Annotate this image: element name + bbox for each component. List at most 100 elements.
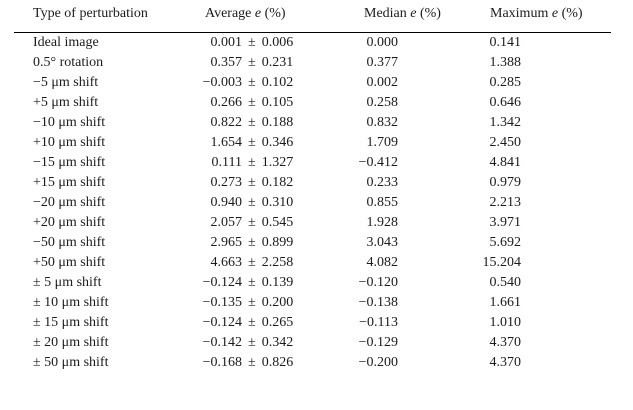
cell-perturbation-type: ± 15 μm shift bbox=[14, 313, 186, 333]
average-value: −0.168 bbox=[202, 355, 242, 370]
cell-maximum: 1.342 bbox=[469, 113, 611, 133]
cell-perturbation-type: ± 5 μm shift bbox=[14, 273, 186, 293]
cell-average: 0.266 ±0.105 bbox=[186, 93, 344, 113]
cell-median: 0.855 bbox=[344, 193, 469, 213]
cell-average: 0.357 ±0.231 bbox=[186, 53, 344, 73]
cell-perturbation-type: −50 μm shift bbox=[14, 233, 186, 253]
median-value: −0.113 bbox=[359, 315, 398, 330]
std-value: 0.342 bbox=[261, 335, 294, 350]
cell-median: −0.113 bbox=[344, 313, 469, 333]
median-value: −0.412 bbox=[358, 155, 398, 170]
average-value: −0.124 bbox=[202, 275, 242, 290]
cell-median: 0.258 bbox=[344, 93, 469, 113]
std-value: 0.182 bbox=[261, 175, 294, 190]
plus-minus-symbol: ± bbox=[248, 315, 256, 330]
average-value: 0.001 bbox=[210, 35, 243, 50]
table-row: ± 50 μm shift −0.168 ±0.826 −0.200 4.370 bbox=[14, 353, 611, 373]
perturbation-type-label: ± 5 μm shift bbox=[33, 275, 102, 290]
median-value: 0.233 bbox=[366, 175, 399, 190]
plus-minus-symbol: ± bbox=[248, 155, 256, 170]
maximum-value: 3.971 bbox=[489, 215, 522, 230]
median-value: −0.200 bbox=[358, 355, 398, 370]
table-row: −10 μm shift 0.822 ±0.188 0.832 1.342 bbox=[14, 113, 611, 133]
average-value: 4.663 bbox=[210, 255, 243, 270]
cell-maximum: 1.388 bbox=[469, 53, 611, 73]
perturbation-type-label: +20 μm shift bbox=[33, 215, 106, 230]
cell-average: −0.168 ±0.826 bbox=[186, 353, 344, 373]
perturbation-results-table: Type of perturbation Average e (%) Media… bbox=[14, 0, 611, 373]
cell-average: −0.135 ±0.200 bbox=[186, 293, 344, 313]
plus-minus-symbol: ± bbox=[248, 175, 256, 190]
cell-median: −0.200 bbox=[344, 353, 469, 373]
cell-average: 0.940 ±0.310 bbox=[186, 193, 344, 213]
cell-median: −0.138 bbox=[344, 293, 469, 313]
cell-maximum: 1.010 bbox=[469, 313, 611, 333]
std-value: 0.006 bbox=[261, 35, 294, 50]
plus-minus-symbol: ± bbox=[248, 195, 256, 210]
table-row: +20 μm shift 2.057 ±0.545 1.928 3.971 bbox=[14, 213, 611, 233]
cell-median: 0.377 bbox=[344, 53, 469, 73]
col-header-average-unit: (%) bbox=[264, 6, 286, 21]
table-row: ± 5 μm shift −0.124 ±0.139 −0.120 0.540 bbox=[14, 273, 611, 293]
error-symbol: e bbox=[410, 6, 417, 21]
cell-median: 1.928 bbox=[344, 213, 469, 233]
perturbation-type-label: ± 15 μm shift bbox=[33, 315, 109, 330]
cell-perturbation-type: −15 μm shift bbox=[14, 153, 186, 173]
maximum-value: 1.661 bbox=[489, 295, 522, 310]
std-value: 0.265 bbox=[261, 315, 294, 330]
error-symbol: e bbox=[254, 6, 262, 21]
average-value: 2.965 bbox=[210, 235, 243, 250]
cell-median: −0.412 bbox=[344, 153, 469, 173]
table-row: +10 μm shift 1.654 ±0.346 1.709 2.450 bbox=[14, 133, 611, 153]
cell-average: 0.001 ±0.006 bbox=[186, 33, 344, 54]
col-header-maximum: Maximum e (%) bbox=[469, 0, 611, 33]
cell-median: 0.000 bbox=[344, 33, 469, 54]
median-value: 0.377 bbox=[366, 55, 399, 70]
maximum-value: 1.342 bbox=[489, 115, 522, 130]
std-value: 0.310 bbox=[261, 195, 294, 210]
median-value: 0.002 bbox=[366, 75, 399, 90]
col-header-type: Type of perturbation bbox=[14, 0, 186, 33]
perturbation-type-label: Ideal image bbox=[33, 35, 99, 50]
perturbation-type-label: −20 μm shift bbox=[33, 195, 106, 210]
median-value: 4.082 bbox=[366, 255, 399, 270]
maximum-value: 0.141 bbox=[489, 35, 522, 50]
cell-maximum: 2.213 bbox=[469, 193, 611, 213]
maximum-value: 4.841 bbox=[489, 155, 522, 170]
maximum-value: 1.010 bbox=[489, 315, 522, 330]
cell-maximum: 2.450 bbox=[469, 133, 611, 153]
std-value: 0.102 bbox=[261, 75, 294, 90]
plus-minus-symbol: ± bbox=[248, 215, 256, 230]
cell-median: 0.002 bbox=[344, 73, 469, 93]
table-row: −50 μm shift 2.965 ±0.899 3.043 5.692 bbox=[14, 233, 611, 253]
plus-minus-symbol: ± bbox=[248, 95, 256, 110]
plus-minus-symbol: ± bbox=[248, 235, 256, 250]
cell-median: 0.233 bbox=[344, 173, 469, 193]
plus-minus-symbol: ± bbox=[248, 115, 256, 130]
cell-maximum: 4.370 bbox=[469, 333, 611, 353]
median-value: 1.709 bbox=[366, 135, 399, 150]
cell-median: −0.120 bbox=[344, 273, 469, 293]
plus-minus-symbol: ± bbox=[248, 135, 256, 150]
cell-average: −0.003 ±0.102 bbox=[186, 73, 344, 93]
table-row: ± 15 μm shift −0.124 ±0.265 −0.113 1.010 bbox=[14, 313, 611, 333]
median-value: −0.138 bbox=[358, 295, 398, 310]
maximum-value: 2.450 bbox=[489, 135, 522, 150]
maximum-value: 4.370 bbox=[489, 355, 522, 370]
cell-average: 2.057 ±0.545 bbox=[186, 213, 344, 233]
plus-minus-symbol: ± bbox=[248, 355, 256, 370]
col-header-average: Average e (%) bbox=[186, 0, 344, 33]
maximum-value: 1.388 bbox=[489, 55, 522, 70]
average-value: 0.822 bbox=[210, 115, 243, 130]
std-value: 0.346 bbox=[261, 135, 294, 150]
table-row: +50 μm shift 4.663 ±2.258 4.082 15.204 bbox=[14, 253, 611, 273]
std-value: 0.826 bbox=[261, 355, 294, 370]
cell-perturbation-type: ± 10 μm shift bbox=[14, 293, 186, 313]
cell-maximum: 0.979 bbox=[469, 173, 611, 193]
table-row: −5 μm shift −0.003 ±0.102 0.002 0.285 bbox=[14, 73, 611, 93]
median-value: 0.832 bbox=[366, 115, 399, 130]
std-value: 0.545 bbox=[261, 215, 294, 230]
cell-average: 0.822 ±0.188 bbox=[186, 113, 344, 133]
median-value: 0.258 bbox=[366, 95, 399, 110]
cell-average: 4.663 ±2.258 bbox=[186, 253, 344, 273]
